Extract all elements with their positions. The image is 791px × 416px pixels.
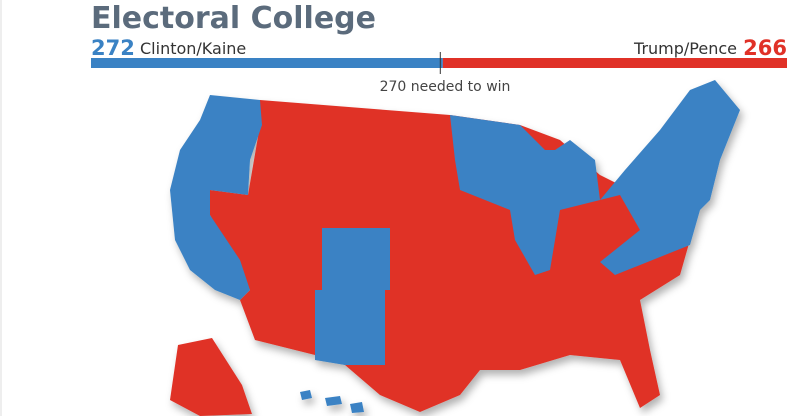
dem-votes: 272 <box>91 36 135 60</box>
dem-ticket: Clinton/Kaine <box>140 39 246 58</box>
state-region <box>600 80 740 275</box>
state-region <box>170 95 262 300</box>
rep-ticket: Trump/Pence <box>633 39 737 58</box>
state-region <box>322 228 390 290</box>
vote-bar <box>91 52 787 74</box>
title: Electoral College <box>91 1 376 36</box>
us-map <box>170 80 740 416</box>
state-region <box>350 402 364 413</box>
state-region <box>450 115 600 275</box>
threshold-label: 270 needed to win <box>380 79 511 95</box>
state-region <box>300 390 312 400</box>
state-region <box>170 338 252 416</box>
state-region <box>325 396 342 406</box>
dem-bar <box>91 58 443 68</box>
state-region <box>315 290 385 365</box>
rep-bar <box>442 58 787 68</box>
rep-votes: 266 <box>743 36 787 60</box>
